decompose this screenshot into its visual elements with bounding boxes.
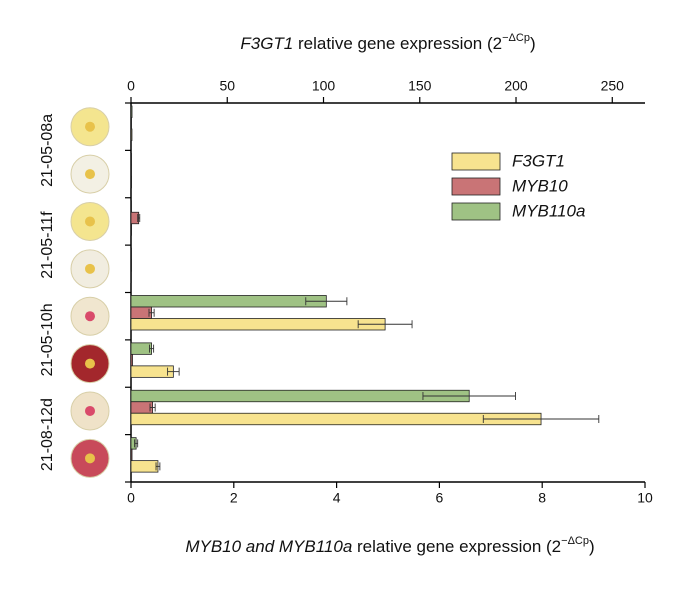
error-bar: [167, 367, 180, 376]
flower-center: [85, 216, 95, 227]
error-bar: [149, 344, 155, 353]
bar: [130, 259, 132, 272]
bar: [130, 152, 132, 166]
x2-tick-label: 250: [601, 78, 625, 94]
flower-center: [85, 311, 95, 322]
error-bar: [149, 403, 156, 412]
error-bar: [305, 297, 348, 306]
gene: F3GT1: [240, 34, 293, 53]
error-bar: [482, 415, 600, 423]
flower-center: [85, 358, 95, 369]
bottom-axis-label: MYB10 and MYB110a relative gene expressi…: [185, 535, 594, 557]
flower-center: [85, 169, 95, 180]
bar: [130, 223, 132, 236]
bar: [130, 200, 132, 213]
legend-swatch: [451, 202, 501, 221]
legend-swatch: [451, 152, 501, 171]
text: relative gene expression (2: [293, 34, 502, 53]
bar: [130, 295, 327, 308]
bar: [130, 306, 152, 319]
x2-tick-label: 200: [504, 78, 528, 94]
flower-center: [85, 405, 95, 416]
close: ): [530, 34, 536, 53]
legend-label: MYB10: [512, 176, 568, 195]
legend-label: F3GT1: [512, 151, 565, 170]
group-label: 21-05-10h: [39, 303, 56, 376]
x-tick-label: 2: [230, 490, 238, 506]
x2-tick-label: 100: [312, 78, 336, 94]
bar: [130, 342, 152, 355]
bar: [130, 353, 133, 367]
bar: [130, 164, 132, 177]
bar: [130, 105, 133, 118]
x2-tick-label: 0: [127, 78, 135, 94]
bar: [130, 401, 153, 414]
flower-center: [85, 121, 95, 132]
x2-tick-label: 150: [408, 78, 432, 94]
error-bar: [148, 308, 155, 317]
sup: −ΔCp: [502, 32, 530, 44]
x-tick-label: 0: [127, 490, 135, 506]
legend-swatch: [451, 177, 501, 196]
error-bar: [137, 214, 141, 222]
x-tick-label: 6: [436, 490, 444, 506]
bar: [130, 247, 132, 261]
gene: MYB10 and MYB110a: [185, 537, 352, 556]
x2-tick-label: 50: [219, 78, 235, 94]
x-tick-label: 4: [333, 490, 341, 506]
bar: [130, 175, 132, 189]
group-label: 21-05-08a: [39, 114, 56, 187]
bar: [130, 460, 159, 473]
bar: [130, 365, 174, 378]
x-tick-label: 8: [538, 490, 546, 506]
group-label: 21-05-11f: [39, 211, 56, 279]
error-bar: [134, 439, 139, 448]
flower-center: [85, 453, 95, 464]
bar: [130, 412, 542, 426]
legend-label: MYB110a: [512, 201, 585, 220]
bar: [130, 318, 386, 331]
group-label: 21-08-12d: [39, 398, 56, 471]
bar: [130, 448, 133, 462]
sup: −ΔCp: [561, 535, 589, 547]
error-bar: [155, 462, 161, 471]
bar: [130, 389, 470, 403]
error-bar: [422, 392, 516, 400]
flower-center: [85, 263, 95, 274]
top-axis-label: F3GT1 relative gene expression (2−ΔCp): [240, 32, 535, 54]
bar: [130, 128, 133, 141]
close: ): [589, 537, 595, 556]
error-bar: [357, 320, 413, 329]
bar: [130, 117, 132, 130]
x-tick-label: 10: [637, 490, 653, 506]
text: relative gene expression (2: [352, 537, 561, 556]
